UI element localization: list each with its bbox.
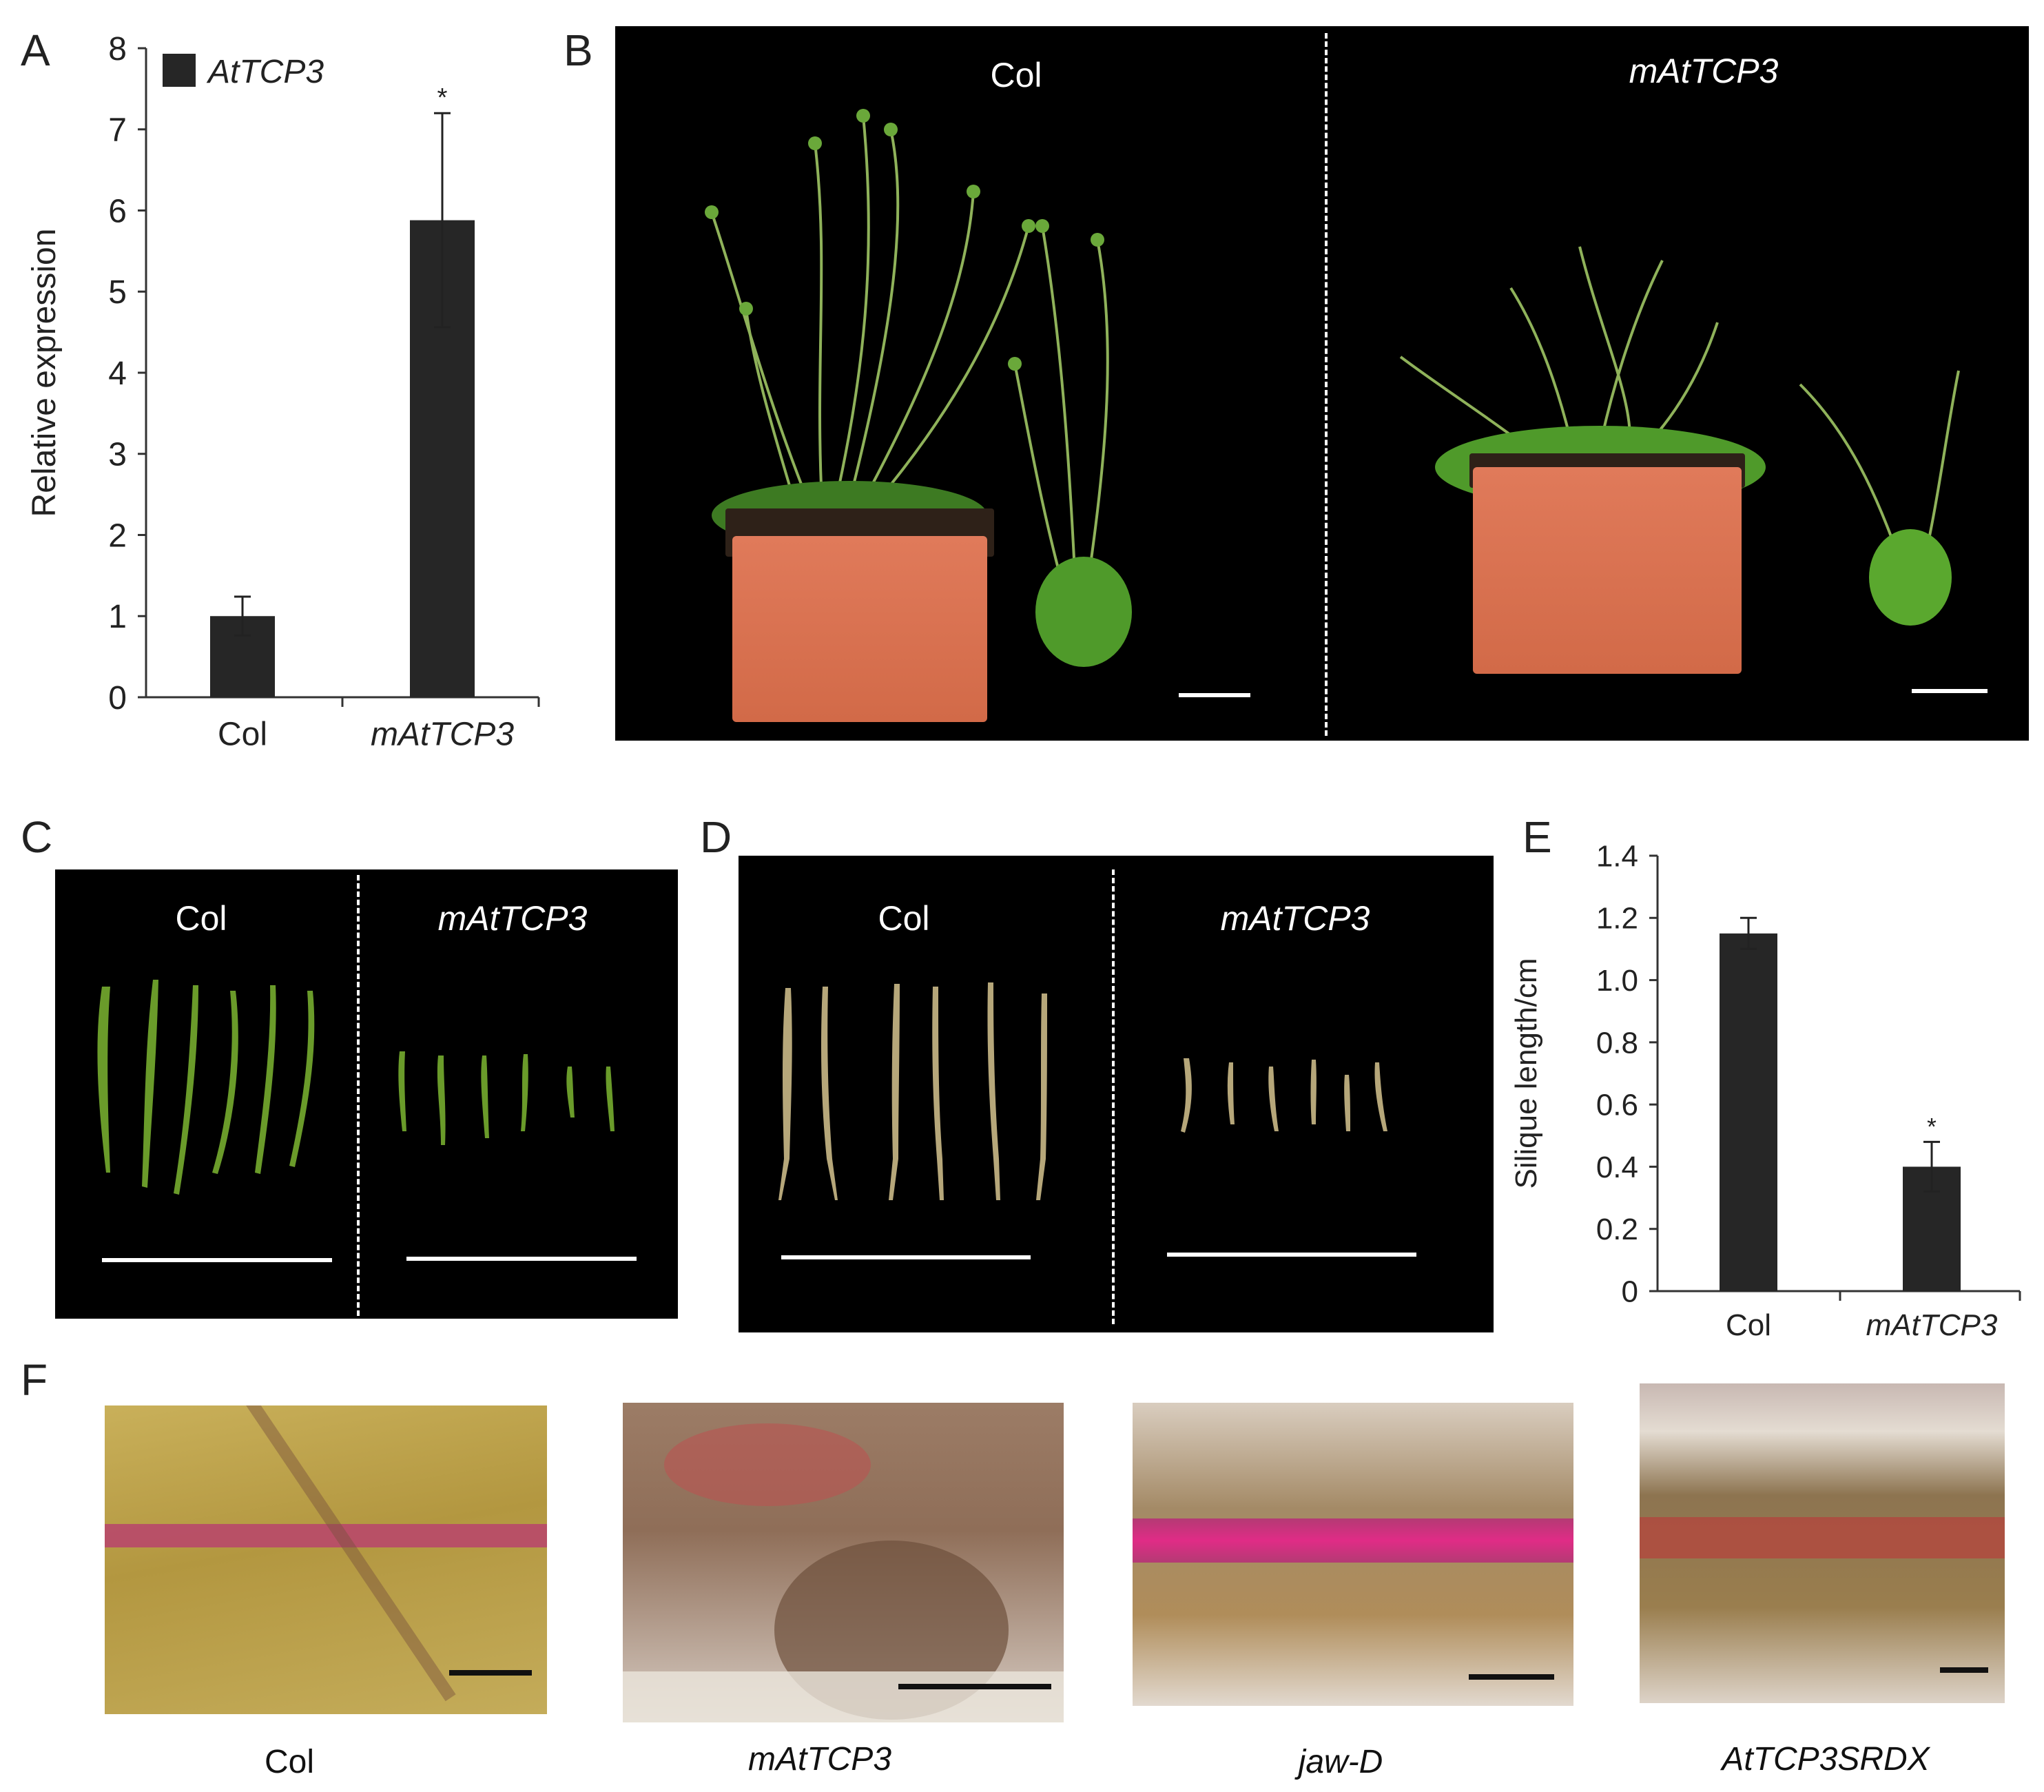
panel-letter-d: D — [700, 812, 732, 862]
y-tick-label: 0 — [108, 680, 127, 717]
scale-bar — [898, 1684, 1051, 1689]
photo-label-col: Col — [878, 899, 930, 938]
x-tick-label: Col — [218, 717, 267, 753]
bar-Col — [1720, 933, 1777, 1291]
micrograph-label-jaw-d: jaw-D — [1298, 1744, 1383, 1780]
dry-siliques — [778, 982, 1387, 1200]
scale-bar-col — [102, 1258, 332, 1262]
scale-bar-col — [1179, 693, 1250, 697]
micrograph-col — [105, 1405, 547, 1714]
col-pot — [732, 536, 987, 722]
y-tick-label: 2 — [108, 517, 127, 554]
scale-bar — [449, 1670, 532, 1676]
y-tick-label: 1 — [108, 599, 127, 635]
y-tick-label: 1.2 — [1596, 902, 1638, 936]
photo-label-col: Col — [990, 56, 1042, 94]
x-tick-label: mAtTCP3 — [1866, 1308, 1998, 1342]
scale-bar-mattcp3 — [406, 1257, 637, 1261]
photo-divider — [357, 875, 360, 1316]
significance-marker: * — [437, 83, 448, 112]
legend-swatch — [163, 54, 196, 87]
panel-letter-f: F — [21, 1355, 48, 1405]
green-silique-photo: Col mAtTCP3 — [55, 869, 678, 1319]
y-tick-label: 0.6 — [1596, 1089, 1638, 1122]
mattcp3-pot — [1473, 467, 1742, 674]
photo-label-col: Col — [175, 899, 227, 938]
chart-relative-expression: 0 1 2 3 4 5 6 7 8 Col mAtTCP3 * Relative expression A… — [26, 31, 540, 753]
plant-photo-panel: Col mAtTCP3 — [615, 26, 2029, 741]
photo-label-mattcp3: mAtTCP3 — [1220, 899, 1370, 938]
y-tick-label: 1.4 — [1596, 839, 1638, 873]
scale-bar — [1940, 1667, 1988, 1673]
y-tick-label: 0 — [1622, 1275, 1638, 1308]
micrograph-label-mattcp3: mAtTCP3 — [747, 1741, 892, 1778]
x-tick-label: Col — [1726, 1308, 1771, 1342]
y-axis-label: Silique length/cm — [1509, 958, 1543, 1188]
photo-divider — [1325, 33, 1328, 736]
chart-silique-length: 0 0.2 0.4 0.6 0.8 1.0 1.2 1.4 Col mAtTCP3 * Silique… — [1509, 839, 2021, 1342]
micrograph-label-col: Col — [264, 1744, 315, 1780]
y-tick-label: 1.0 — [1596, 964, 1638, 998]
y-tick-label: 0.8 — [1596, 1026, 1638, 1060]
y-tick-label: 7 — [108, 112, 127, 149]
photo-divider — [1112, 869, 1115, 1324]
y-tick-label: 6 — [108, 193, 127, 229]
panel-letter-b: B — [564, 25, 593, 75]
scale-bar — [1469, 1674, 1554, 1680]
y-tick-label: 3 — [108, 437, 127, 473]
scale-bar-mattcp3 — [1912, 689, 1988, 693]
photo-label-mattcp3: mAtTCP3 — [437, 899, 588, 938]
y-tick-label: 4 — [108, 356, 127, 392]
x-tick-label: mAtTCP3 — [371, 717, 514, 753]
scale-bar-col — [781, 1255, 1031, 1259]
legend-label: AtTCP3 — [206, 54, 324, 90]
y-tick-label: 5 — [108, 274, 127, 311]
y-tick-label: 0.4 — [1596, 1151, 1638, 1184]
photo-label-mattcp3: mAtTCP3 — [1629, 52, 1779, 90]
y-axis-label: Relative expression — [26, 229, 63, 517]
green-siliques — [97, 980, 615, 1195]
panel-letter-e: E — [1522, 812, 1552, 862]
micrograph-jaw-d — [1133, 1403, 1573, 1706]
micrograph-label-attcp3srdx: AtTCP3SRDX — [1722, 1741, 1930, 1778]
micrograph-attcp3srdx — [1640, 1383, 2005, 1703]
y-tick-label: 8 — [108, 31, 127, 68]
dry-silique-photo: Col mAtTCP3 — [739, 856, 1494, 1332]
scale-bar-mattcp3 — [1167, 1253, 1416, 1257]
y-tick-label: 0.2 — [1596, 1213, 1638, 1246]
panel-letter-c: C — [21, 812, 53, 862]
significance-marker: * — [1927, 1113, 1937, 1140]
micrograph-mattcp3 — [623, 1403, 1064, 1722]
panel-letter-a: A — [21, 25, 50, 75]
